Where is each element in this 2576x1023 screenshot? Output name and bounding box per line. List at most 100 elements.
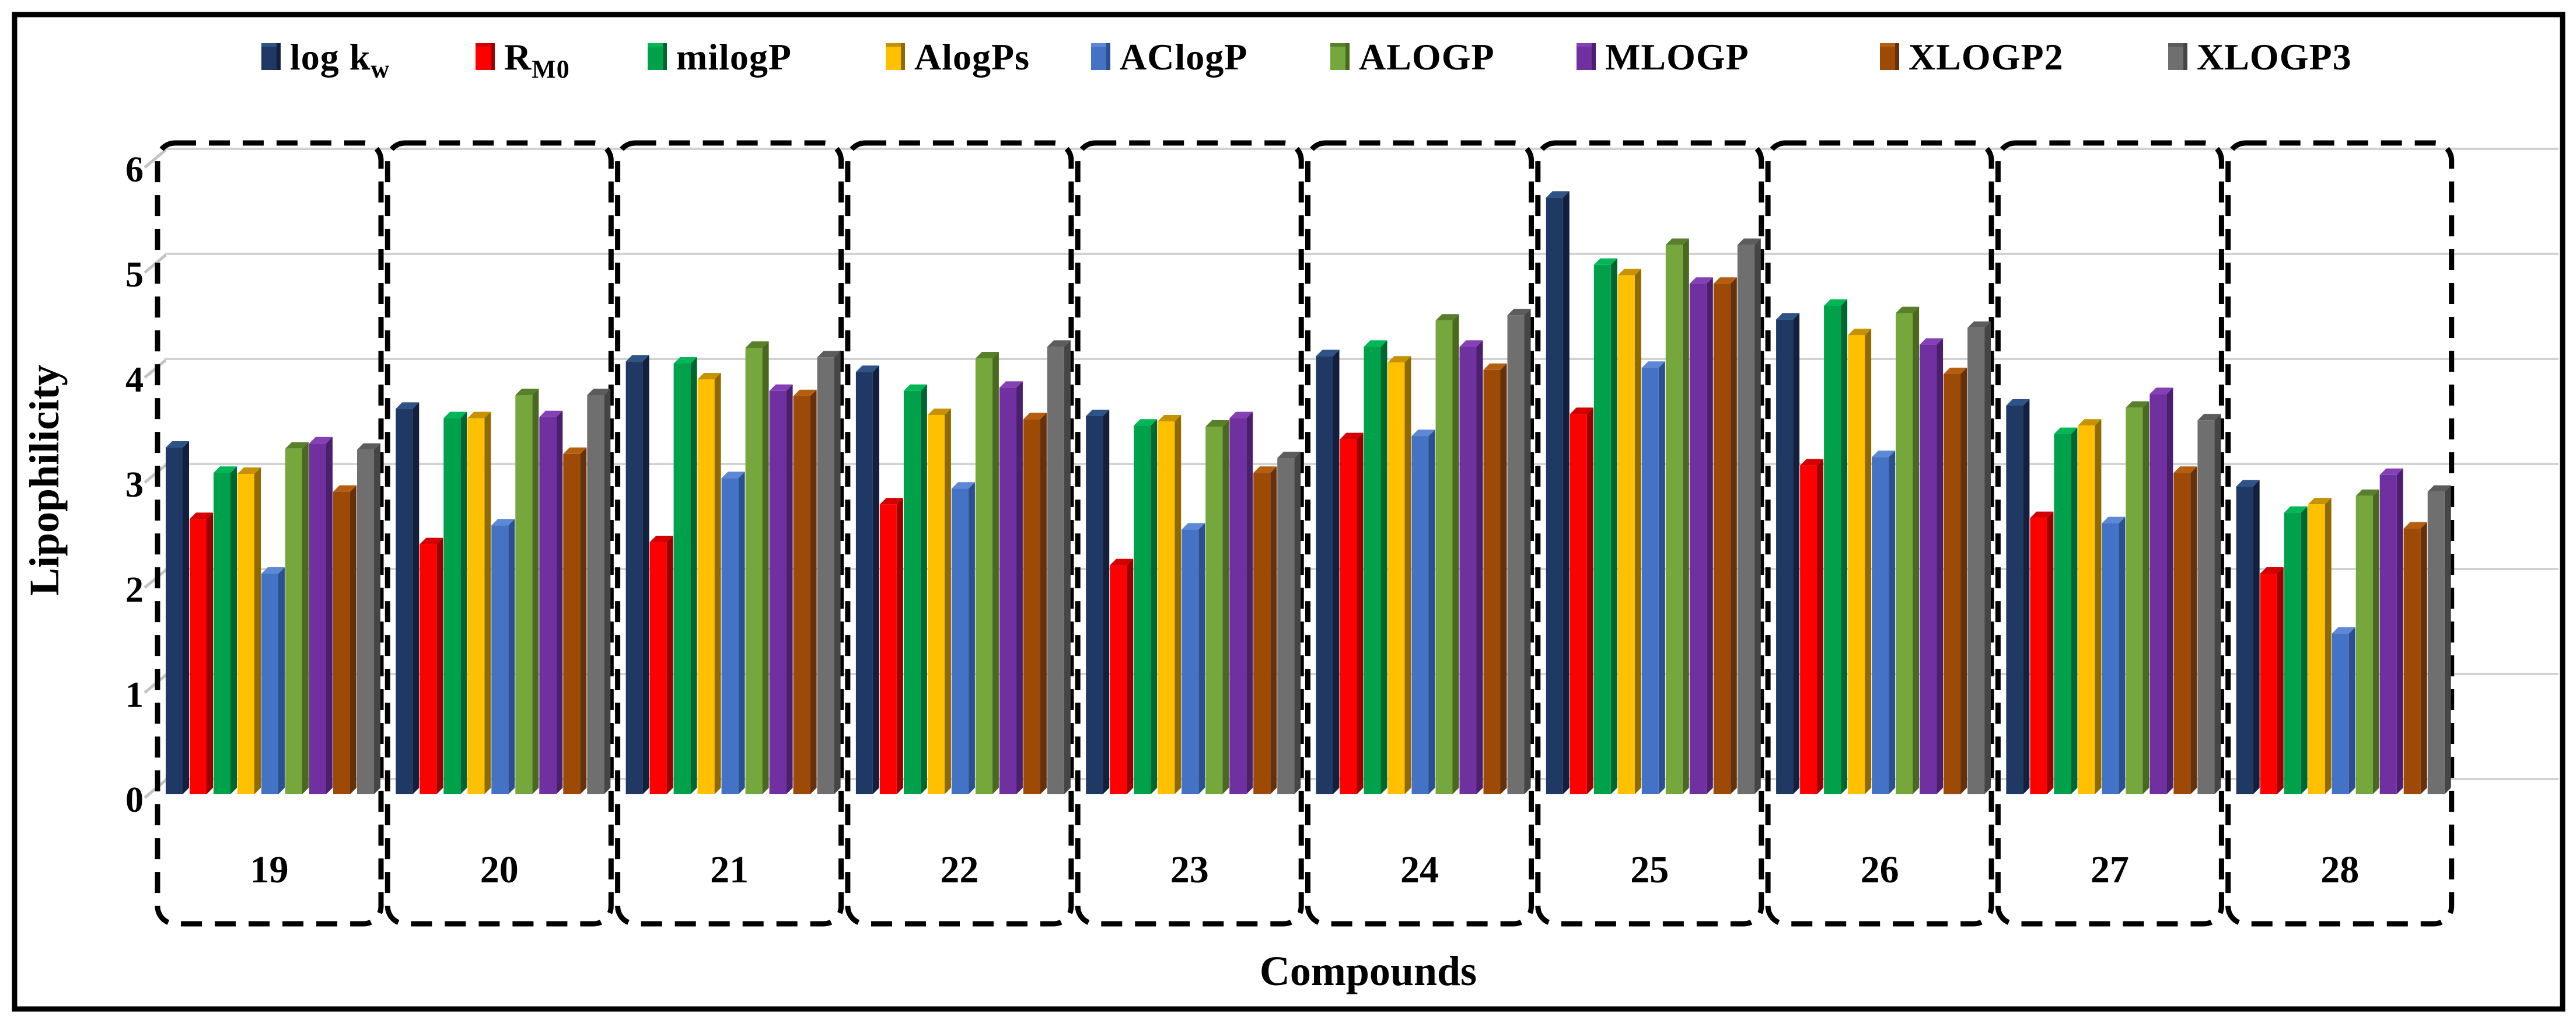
bar [1110,558,1134,794]
bar-front-face [697,379,715,794]
bar-top-face [1277,452,1301,458]
bar-top-face [1737,238,1761,245]
bar-front-face [467,418,485,794]
legend-color-swatch [648,43,667,70]
bar-side-face [2095,419,2102,794]
bar-front-face [1546,197,1563,795]
legend-label: XLOGP2 [1909,36,2064,78]
bar-top-face [673,357,697,364]
bar-side-face [944,408,951,794]
bar-front-face [357,449,374,794]
bar [2284,506,2308,794]
bar-top-face [745,341,769,348]
bar [1253,466,1277,794]
bar-front-face [1689,284,1707,794]
bar-side-face [2420,522,2427,794]
bar-top-face [769,384,793,391]
bar-top-face [855,365,879,372]
bar-front-face [2197,420,2215,794]
bar-side-face [1984,321,1991,794]
bar [2006,399,2030,794]
bar-top-face [927,408,951,416]
bar [214,466,237,794]
bar [1182,523,1205,794]
bar-front-face [1944,374,1961,794]
bar-top-face [166,441,189,448]
bar-front-face [855,372,873,794]
bar [1967,321,1991,794]
bar-side-face [1817,459,1824,794]
bar [515,389,539,794]
bar-side-face [183,441,189,794]
bar-side-face [1246,411,1253,794]
bar-front-face [491,525,509,794]
bar-top-face [1944,368,1967,374]
legend-label: MLOGP [1605,36,1749,78]
bar-side-face [1730,277,1737,794]
bar [1158,415,1182,794]
bar [1483,363,1507,794]
bar-side-face [1428,430,1435,794]
y-tick-label: 2 [125,570,144,610]
legend-color-swatch [1577,43,1596,70]
bar-side-face [968,482,975,794]
legend-color-swatch [1330,43,1350,70]
compound-box [155,140,384,927]
bar-side-face [1222,420,1229,794]
bar-top-face [1483,363,1507,370]
bar-side-face [326,437,333,794]
bar-front-face [443,418,461,794]
bar-side-face [1175,415,1182,794]
bar-top-face [1387,356,1411,363]
bar-top-face [309,437,333,444]
bar-side-face [207,512,213,794]
y-axis-title: Lipophilicity [21,365,68,596]
bar-side-face [413,402,420,794]
bar-side-face [2023,399,2030,794]
bar-top-face [649,536,673,542]
bar [491,519,515,794]
bar [1364,340,1387,794]
bar-front-face [2284,512,2301,794]
bar [1872,451,1896,794]
bar-top-face [1134,419,1158,426]
legend-color-swatch [1091,43,1110,70]
bar-front-face [1617,275,1635,794]
bar-top-face [2236,480,2260,487]
bar-top-face [261,567,285,574]
bar-front-face [1824,306,1841,794]
bar-side-face [1682,238,1689,795]
y-tick-label: 0 [125,780,144,820]
bar-side-face [1064,340,1071,794]
bar-side-face [714,373,721,794]
bar [1316,350,1340,794]
bar-top-face [625,355,649,362]
bar-side-face [1586,407,1593,794]
bar-front-face [2149,394,2167,794]
bar-side-face [2142,401,2149,794]
legend-color-swatch [1880,43,1899,70]
bar-side-face [810,389,817,794]
bar-top-face [2030,511,2054,518]
bar-top-face [2173,466,2197,473]
bar-top-face [2403,522,2427,529]
bar-side-face [230,466,237,794]
bar-side-face [1452,314,1459,794]
bar [2332,627,2355,794]
bar-front-face [1023,419,1040,794]
bar-side-face [1913,306,1920,794]
bar [2379,468,2403,794]
bar [1944,368,1967,794]
figure-border [12,12,2565,1012]
bar [2030,511,2054,794]
compound-box [385,140,614,927]
legend-label: RM0 [504,36,570,83]
bar-top-face [1023,413,1047,420]
bar-top-face [1896,306,1920,313]
bar-front-face [1920,344,1937,794]
compound-box [1765,140,1994,927]
bar-top-face [2379,468,2403,475]
bar-front-face [951,488,969,794]
bar-top-face [1507,309,1531,316]
bar-front-face [1435,320,1453,794]
